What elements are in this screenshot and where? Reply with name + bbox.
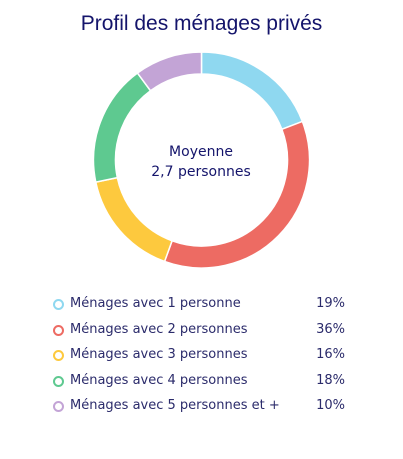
legend-label-4-persons: Ménages avec 4 personnes [70, 372, 248, 388]
legend-label-3-persons: Ménages avec 3 personnes [70, 347, 248, 362]
legend-dot-5-plus-persons [53, 401, 64, 412]
legend-dot-1-person [53, 299, 64, 310]
legend-dot-3-persons [53, 350, 64, 361]
legend-dot-4-persons [53, 375, 64, 387]
legend-item-4-persons: Ménages avec 4 personnes 18% [53, 371, 353, 397]
donut-slice-1-person [200, 51, 304, 131]
legend-dot-2-persons [53, 324, 64, 336]
donut-slice-3-persons [94, 176, 174, 263]
center-label-value: 2,7 personnes [151, 164, 251, 180]
center-label-average: Moyenne [169, 144, 233, 160]
legend-value-3-persons: 16% [316, 347, 345, 362]
legend-value-1-person: 19% [316, 296, 345, 311]
legend-value-2-persons: 36% [316, 321, 345, 337]
legend: Ménages avec 1 personne 19% Ménages avec… [53, 294, 353, 422]
legend-label-5-plus-persons: Ménages avec 5 personnes et + [70, 398, 280, 413]
chart-title: Profil des ménages privés [80, 12, 323, 35]
legend-item-2-persons: Ménages avec 2 personnes 36% [53, 320, 353, 346]
legend-label-1-person: Ménages avec 1 personne [70, 296, 241, 311]
legend-value-4-persons: 18% [316, 372, 345, 388]
donut-slice-5-plus-persons [136, 51, 203, 92]
legend-item-1-person: Ménages avec 1 personne 19% [53, 294, 353, 320]
legend-item-5-plus-persons: Ménages avec 5 personnes et + 10% [53, 396, 353, 422]
legend-value-5-plus-persons: 10% [316, 398, 345, 413]
legend-label-2-persons: Ménages avec 2 personnes [70, 321, 248, 337]
legend-item-3-persons: Ménages avec 3 personnes 16% [53, 345, 353, 371]
